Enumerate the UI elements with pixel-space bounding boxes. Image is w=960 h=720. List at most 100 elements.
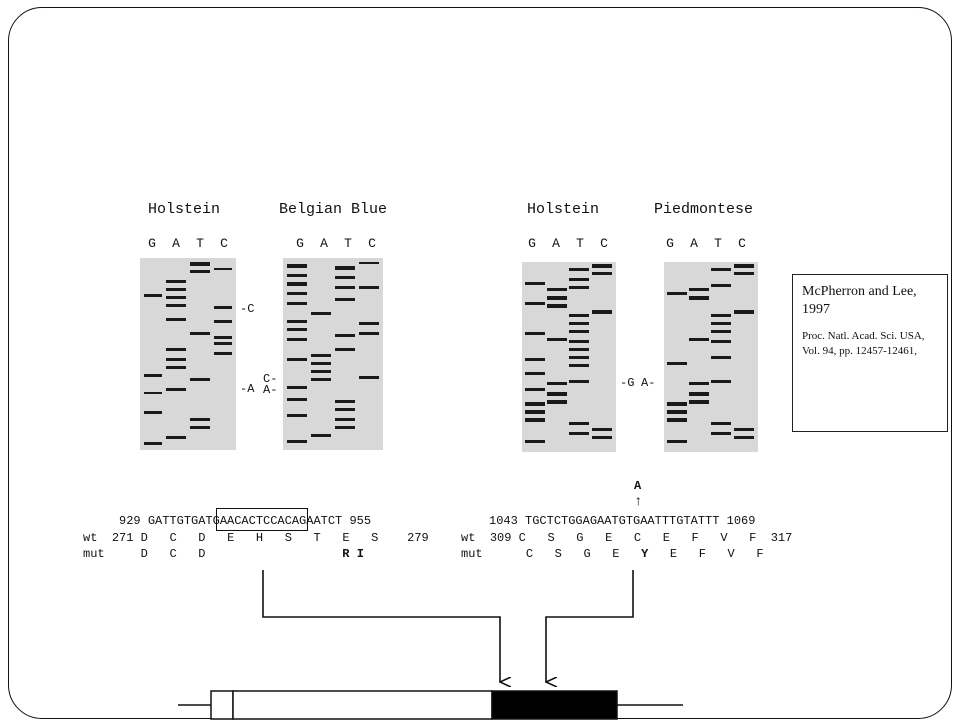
mark-c-right: C- [263, 372, 278, 386]
arrow-substitution-to-gene [546, 570, 634, 682]
wt-end: 317 [770, 531, 793, 545]
mark-c-left: -C [240, 302, 255, 316]
gel-image-belgian-blue [283, 258, 383, 450]
wt-start: 309 [489, 531, 512, 545]
aa: D [140, 547, 148, 561]
gel-image-holstein-right [522, 262, 616, 452]
wt-end: 279 [407, 531, 429, 545]
gel-title-piedmontese: Piedmontese [654, 201, 754, 218]
lane-letter: A [172, 236, 180, 251]
aa-mutant: R [342, 547, 350, 561]
mut-label: mut [83, 547, 105, 561]
lane-letter: C [368, 236, 376, 251]
deletion-box [216, 508, 308, 531]
gel-bands [667, 264, 754, 443]
aa: E [612, 547, 620, 561]
aa: C [169, 547, 177, 561]
gel-bands [144, 262, 232, 445]
aa: V [720, 531, 728, 545]
seq-right-wt-line: wt 309 C S G E C E F V F 317 [461, 531, 792, 545]
mark-a-left: -A [240, 382, 255, 396]
aa: D [198, 531, 206, 545]
seq-right-start-nt: 1043 [489, 514, 518, 528]
seq-right-dna: TGCTCTGGAGAATGTGAATTTGTATTT [525, 514, 720, 528]
lane-letter: G [666, 236, 674, 251]
gel-title-holstein-right: Holstein [527, 201, 600, 218]
aa: C [518, 531, 526, 545]
aa-mutant: I [356, 547, 364, 561]
substitution-arrow: ↑ [634, 494, 643, 510]
gel-image-piedmontese [664, 262, 758, 452]
mark-g-right: -G [620, 376, 635, 390]
aa-mutant: Y [641, 547, 649, 561]
aa: C [633, 531, 642, 545]
aa: S [371, 531, 379, 545]
lane-letter: T [344, 236, 352, 251]
citation-journal: Proc. Natl. Acad. Sci. USA, Vol. 94, pp.… [802, 330, 925, 357]
seq-left-dna-post: CAGAATCT [284, 514, 343, 528]
aa: G [576, 531, 584, 545]
lane-letter: T [576, 236, 584, 251]
mark-a-right: A- [263, 383, 278, 397]
aa: E [227, 531, 235, 545]
gene-propeptide-segment [232, 690, 493, 720]
gel-title-belgian-blue: Belgian Blue [279, 201, 388, 218]
aa: E [605, 531, 613, 545]
substitution-base: A [634, 479, 642, 493]
aa: C [169, 531, 177, 545]
aa: D [198, 547, 206, 561]
wt-label: wt [83, 531, 98, 545]
citation-authors: McPherron and Lee, 1997 [802, 284, 917, 317]
lane-letter: C [738, 236, 746, 251]
seq-left-mut-line: mut D C D R I [83, 547, 364, 561]
aa: F [691, 531, 699, 545]
seq-right-mut-line: mut C S G E Y E F V F [461, 547, 764, 561]
aa: F [698, 547, 706, 561]
seq-left-dna-pre: GATTGTGA [147, 514, 206, 528]
gel-title-holstein-left: Holstein [148, 201, 221, 218]
mut-label: mut [461, 547, 483, 561]
lane-letter: C [600, 236, 608, 251]
aa: S [284, 531, 292, 545]
lane-letter: A [320, 236, 328, 251]
lane-letter: T [196, 236, 204, 251]
aa: E [662, 531, 670, 545]
aa: F [749, 531, 757, 545]
aa: E [342, 531, 350, 545]
seq-left-start-nt: 929 [119, 514, 141, 528]
aa: F [756, 547, 764, 561]
seq-right-end-nt: 1069 [726, 514, 756, 528]
mark-a-right-gel: A- [641, 376, 656, 390]
citation-box: McPherron and Lee, 1997 Proc. Natl. Acad… [792, 274, 948, 432]
gel-bands [525, 264, 612, 443]
lane-letter: G [296, 236, 304, 251]
lane-letter: G [148, 236, 156, 251]
seq-right-dna-line: 1043 TGCTCTGGAGAATGTGAATTTGTATTT 1069 [489, 514, 755, 528]
aa: E [669, 547, 678, 561]
aa: H [255, 531, 264, 545]
aa: G [583, 547, 591, 561]
seq-left-end-nt: 955 [349, 514, 372, 528]
gel-bands [287, 262, 379, 443]
gene-utr-segment [210, 690, 234, 720]
wt-start: 271 [111, 531, 134, 545]
aa: V [727, 547, 735, 561]
aa: C [525, 547, 534, 561]
lane-letter: A [690, 236, 698, 251]
lane-letter: A [552, 236, 560, 251]
aa: S [554, 547, 562, 561]
lane-letter: T [714, 236, 722, 251]
aa: T [313, 531, 321, 545]
gel-image-holstein-left [140, 258, 236, 450]
gene-mature-region-segment [491, 690, 618, 720]
seq-left-dna-line: 929 GATTGTGATGAACACTCCACAGAATCT 955 [119, 514, 371, 528]
aa: D [140, 531, 148, 545]
seq-left-dna-boxed: TGAACACTCCA [205, 514, 285, 528]
aa: S [547, 531, 555, 545]
lane-letter: G [528, 236, 536, 251]
